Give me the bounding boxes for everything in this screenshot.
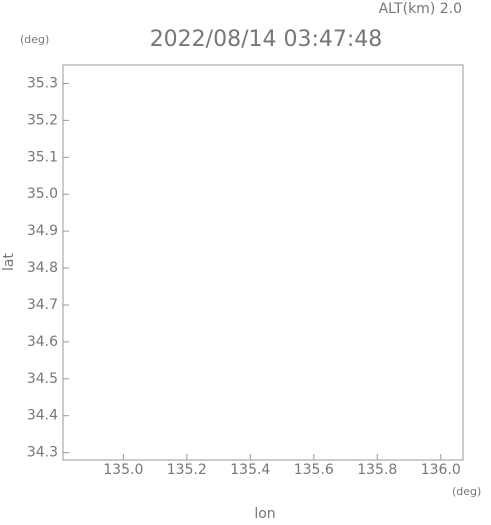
x-tick-label: 136.0	[421, 462, 461, 478]
y-label: lat	[1, 253, 17, 271]
y-tick-label: 35.1	[27, 149, 58, 165]
x-tick-label: 135.0	[103, 462, 143, 478]
y-tick-label: 34.8	[27, 260, 58, 276]
y-tick-label: 35.2	[27, 112, 58, 128]
y-tick-label: 34.4	[27, 408, 58, 424]
y-unit: (deg)	[20, 33, 49, 46]
x-label: lon	[254, 506, 275, 521]
x-unit: (deg)	[452, 485, 481, 498]
x-tick-label: 135.2	[167, 462, 207, 478]
y-tick-label: 35.0	[27, 186, 58, 202]
y-tick-label: 34.5	[27, 371, 58, 387]
chart-title: 2022/08/14 03:47:48	[150, 27, 383, 52]
y-tick-label: 35.3	[27, 75, 58, 91]
plot-frame	[62, 64, 464, 461]
altitude: ALT(km) 2.0	[379, 1, 462, 17]
x-tick-label: 135.8	[357, 462, 397, 478]
y-tick-label: 34.9	[27, 223, 58, 239]
x-tick-label: 135.4	[230, 462, 270, 478]
y-tick-label: 34.3	[27, 445, 58, 461]
x-tick-label: 135.6	[294, 462, 334, 478]
y-tick-label: 34.6	[27, 334, 58, 350]
y-tick-label: 34.7	[27, 297, 58, 313]
